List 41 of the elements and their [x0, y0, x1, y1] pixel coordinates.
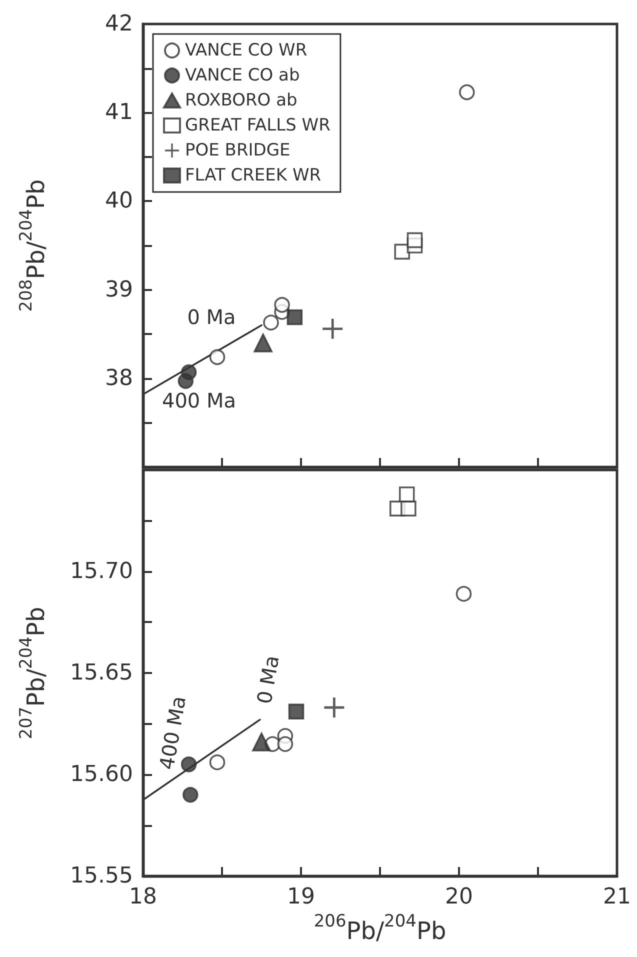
legend-label: VANCE CO WR	[185, 40, 308, 60]
y-tick-label: 41	[105, 100, 133, 126]
y-tick-label: 39	[105, 277, 133, 302]
point	[178, 373, 194, 389]
legend-label: POE BRIDGE	[185, 140, 290, 160]
point	[252, 732, 271, 752]
y-axis-title: 207Pb/204Pb	[16, 606, 50, 740]
y-tick-label: 42	[105, 12, 133, 36]
y-tick-label: 40	[105, 188, 133, 214]
point	[263, 314, 279, 330]
point	[288, 704, 304, 720]
y-tick-label: 15.70	[70, 559, 133, 584]
x-tick-label: 21	[603, 884, 631, 910]
legend-label: FLAT CREEK WR	[185, 166, 322, 186]
x-tick-label: 19	[287, 884, 315, 910]
y-axis-title: 208Pb/204Pb	[16, 179, 50, 312]
point	[286, 309, 303, 326]
y-tick-label: 15.65	[70, 660, 133, 686]
point	[180, 756, 197, 772]
point	[398, 486, 415, 502]
point	[209, 349, 226, 366]
point	[277, 736, 294, 752]
point	[322, 318, 343, 339]
y-tick-label: 15.60	[70, 762, 133, 787]
point	[254, 334, 272, 352]
annotation: 0 Ma	[252, 654, 284, 706]
annotation: 400 Ma	[154, 694, 191, 772]
point	[400, 500, 416, 516]
annotation: 0 Ma	[187, 305, 236, 330]
annotation: 400 Ma	[162, 388, 236, 412]
y-tick-label: 38	[105, 366, 133, 391]
point	[456, 586, 472, 602]
point	[182, 786, 198, 803]
legend-label: VANCE CO ab	[185, 66, 300, 86]
point	[406, 232, 423, 248]
legend-label: ROXBORO ab	[185, 90, 298, 110]
legend-label: GREAT FALLS WR	[185, 116, 331, 136]
point	[459, 84, 475, 100]
point	[209, 754, 226, 770]
point	[274, 296, 290, 313]
x-tick-label: 20	[445, 884, 473, 910]
